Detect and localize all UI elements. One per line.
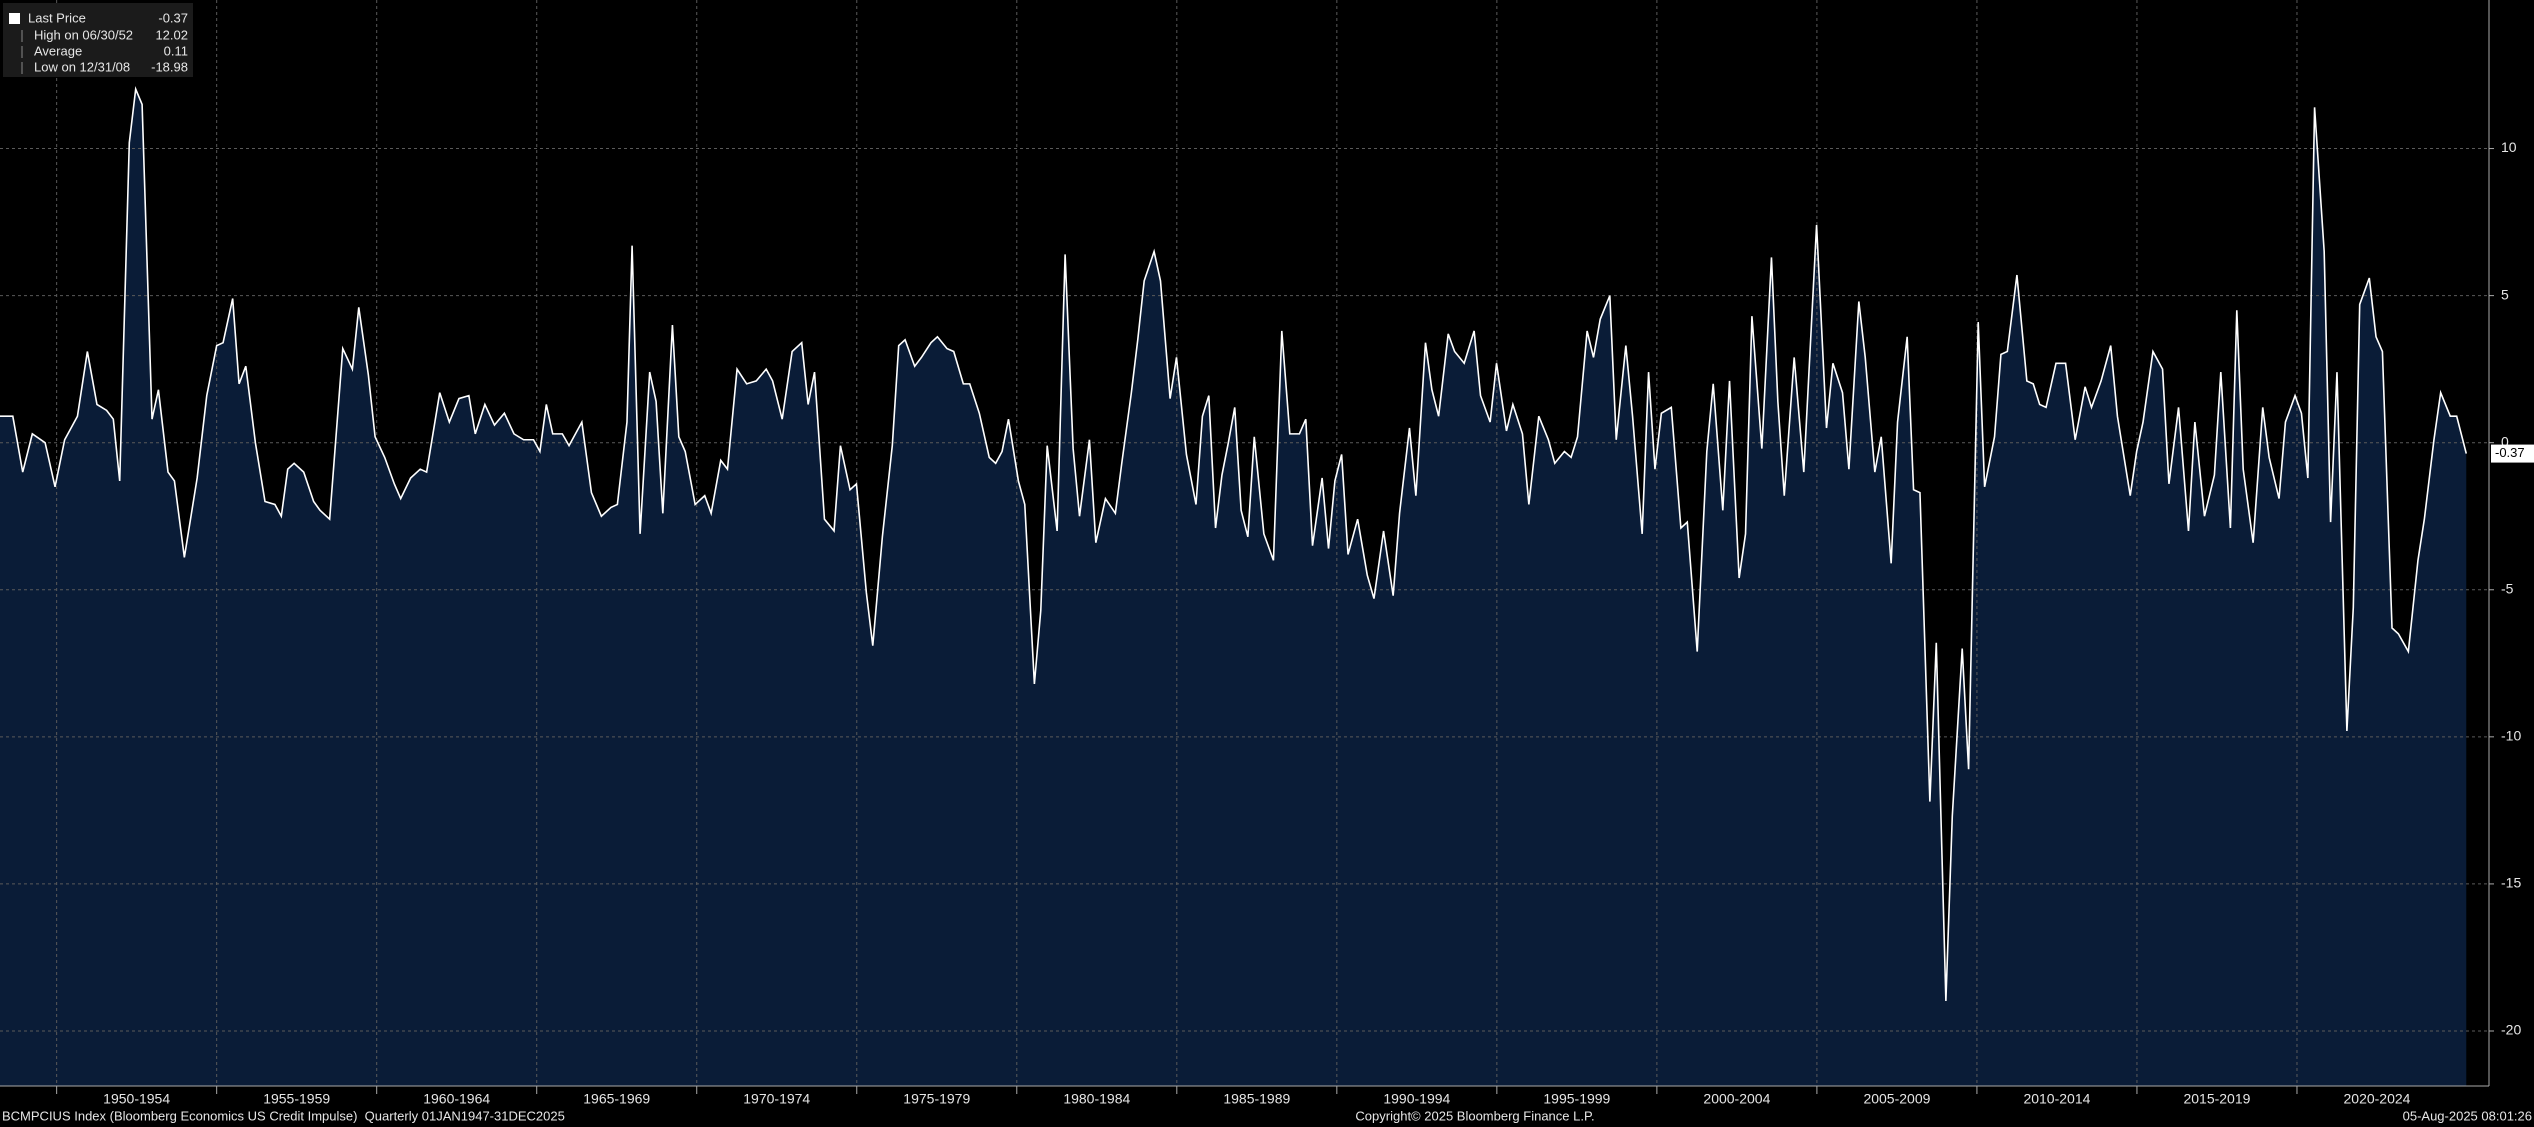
legend-label: Last Price bbox=[28, 10, 86, 25]
x-tick-label: 1985-1989 bbox=[1223, 1091, 1290, 1107]
timestamp: 05-Aug-2025 08:01:26 bbox=[2403, 1108, 2532, 1123]
legend-value: -0.37 bbox=[158, 10, 188, 25]
x-tick-label: 1975-1979 bbox=[903, 1091, 970, 1107]
source: BCMPCIUS Index (Bloomberg Economics US C… bbox=[2, 1108, 565, 1123]
y-tick-label: -10 bbox=[2501, 728, 2521, 744]
x-tick-label: 2000-2004 bbox=[1703, 1091, 1770, 1107]
legend-value: -18.98 bbox=[151, 59, 188, 74]
legend-box bbox=[3, 3, 193, 77]
legend-label: Average bbox=[34, 43, 82, 58]
copyright: Copyright© 2025 Bloomberg Finance L.P. bbox=[1355, 1108, 1594, 1123]
y-tick-label: -5 bbox=[2501, 580, 2514, 596]
x-tick-label: 2020-2024 bbox=[2344, 1091, 2411, 1107]
legend: Last Price -0.37 High on 06/30/52 12.02 Aver… bbox=[3, 3, 193, 77]
x-tick-label: 1995-1999 bbox=[1543, 1091, 1610, 1107]
x-tick-label: 1965-1969 bbox=[583, 1091, 650, 1107]
legend-value: 0.11 bbox=[164, 43, 188, 58]
y-tick-label: 5 bbox=[2501, 286, 2509, 302]
line bbox=[0, 86, 2468, 1002]
x-tick-label: 2015-2019 bbox=[2183, 1091, 2250, 1107]
legend-value: 12.02 bbox=[155, 27, 188, 42]
area bbox=[0, 89, 2467, 1086]
x-tick-label: 1980-1984 bbox=[1063, 1091, 1130, 1107]
y-tick-label: 10 bbox=[2501, 139, 2517, 155]
x-tick-label: 1955-1959 bbox=[263, 1091, 330, 1107]
legend-swatch bbox=[9, 13, 20, 24]
x-tick-label: 1950-1954 bbox=[103, 1091, 170, 1107]
legend-label: High on 06/30/52 bbox=[34, 27, 133, 42]
y-tick-label: -15 bbox=[2501, 875, 2521, 891]
y-tick-label: 0 bbox=[2501, 433, 2509, 449]
x-tick-label: 1970-1974 bbox=[743, 1091, 810, 1107]
last-price-tag bbox=[2491, 444, 2534, 463]
x-tick-label: 1960-1964 bbox=[423, 1091, 490, 1107]
x-tick-label: 2005-2009 bbox=[1863, 1091, 1930, 1107]
legend-label: Low on 12/31/08 bbox=[34, 59, 130, 74]
y-tick-label: -20 bbox=[2501, 1022, 2521, 1038]
x-tick-label: 1990-1994 bbox=[1383, 1091, 1450, 1107]
x-tick-label: 2010-2014 bbox=[2023, 1091, 2090, 1107]
last-price-label: -0.37 bbox=[2495, 445, 2525, 460]
